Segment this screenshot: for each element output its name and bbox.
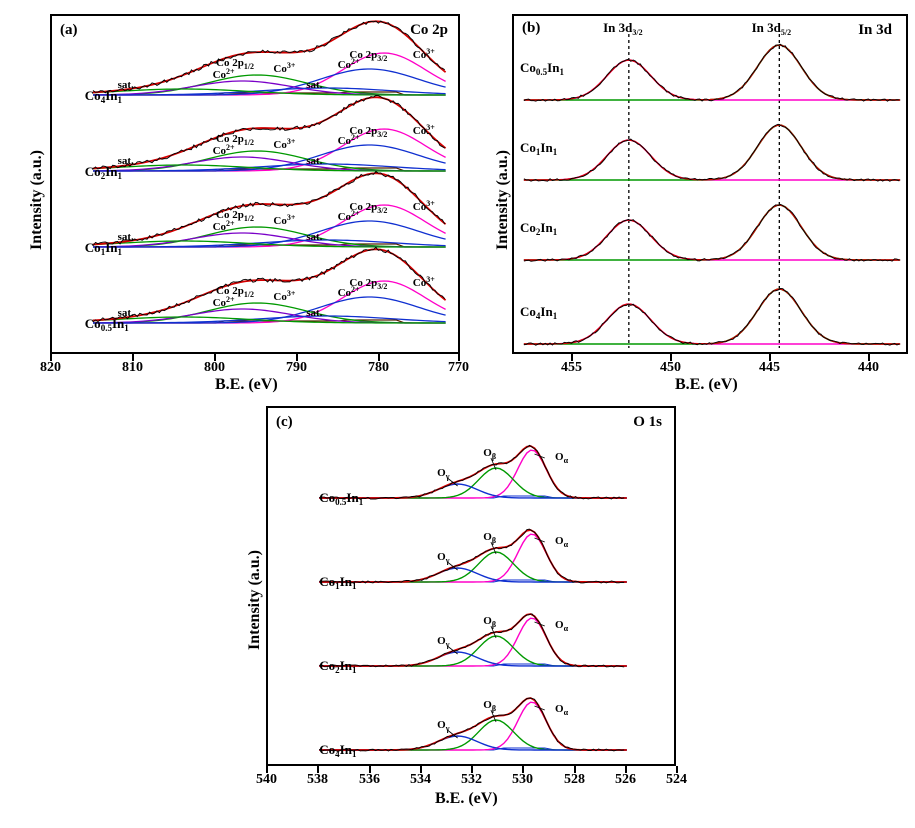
svg-text:Co2+: Co2+ [213,143,235,157]
svg-text:Co2+: Co2+ [338,285,360,299]
svg-text:Co2+: Co2+ [338,133,360,147]
svg-text:Co1In1: Co1In1 [520,140,558,157]
svg-text:Co4In1: Co4In1 [85,88,123,105]
svg-text:Co2+: Co2+ [213,295,235,309]
panel-c-ytitle: Intensity (a.u.) [246,550,264,650]
svg-text:Oβ: Oβ [483,615,496,629]
svg-text:sat.: sat. [306,155,322,167]
svg-text:Oα: Oα [555,619,569,633]
panel-a-xtitle: B.E. (eV) [215,376,278,394]
svg-text:Oγ: Oγ [437,635,450,649]
svg-text:In 3d5/2: In 3d5/2 [752,20,792,37]
svg-text:sat.: sat. [118,79,134,91]
svg-text:Co2+: Co2+ [213,219,235,233]
svg-text:Co2+: Co2+ [213,67,235,81]
svg-text:Oα: Oα [555,703,569,717]
svg-text:Co4In1: Co4In1 [520,304,558,321]
svg-text:sat.: sat. [306,231,322,243]
svg-text:Co2In1: Co2In1 [319,658,357,675]
svg-text:sat.: sat. [118,231,134,243]
panel-c: (c) O 1s OγOβOαCo0.5In1OγOβOαCo1In1OγOβO… [266,406,676,766]
svg-text:Oβ: Oβ [483,531,496,545]
svg-text:Oβ: Oβ [483,447,496,461]
svg-text:Co2In1: Co2In1 [520,220,558,237]
panel-a-svg: sat.Co 2p1/2Co2+Co3+sat.Co 2p3/2Co2+Co3+… [52,16,462,356]
panel-b-ytitle: Intensity (a.u.) [494,150,512,250]
svg-text:Co3+: Co3+ [273,137,295,151]
svg-text:Co0.5In1: Co0.5In1 [520,60,564,77]
svg-text:Oγ: Oγ [437,467,450,481]
panel-b: (b) In 3d In 3d3/2In 3d5/2Co0.5In1Co1In1… [512,14,908,354]
svg-text:Co2+: Co2+ [338,209,360,223]
panel-a: (a) Co 2p sat.Co 2p1/2Co2+Co3+sat.Co 2p3… [50,14,460,354]
panel-c-xtitle: B.E. (eV) [435,790,498,808]
svg-text:Oγ: Oγ [437,719,450,733]
xps-figure: (a) Co 2p sat.Co 2p1/2Co2+Co3+sat.Co 2p3… [0,0,915,828]
panel-a-ytitle: Intensity (a.u.) [28,150,46,250]
svg-text:Co2+: Co2+ [338,57,360,71]
svg-text:Oα: Oα [555,535,569,549]
svg-text:Co4In1: Co4In1 [319,742,357,759]
svg-text:Oγ: Oγ [437,551,450,565]
svg-text:sat.: sat. [306,79,322,91]
panel-b-svg: In 3d3/2 In 3d5/2 Co0.5In1 Co1In1 Co2In1 Co4I… [514,16,910,356]
svg-text:Co1In1: Co1In1 [319,574,357,591]
panel-c-svg: Oγ Oβ Oα Co0.5In1 Oγ Oβ Oα Co1In1 Oγ Oβ Oα Co2In1 Oγ… [268,408,678,768]
svg-text:Co3+: Co3+ [273,213,295,227]
panel-b-xtitle: B.E. (eV) [675,376,738,394]
svg-text:Co0.5In1: Co0.5In1 [319,490,363,507]
svg-text:sat.: sat. [118,155,134,167]
svg-text:Co3+: Co3+ [273,289,295,303]
svg-text:Oα: Oα [555,451,569,465]
svg-text:In 3d3/2: In 3d3/2 [603,20,643,37]
svg-text:Co3+: Co3+ [273,61,295,75]
svg-text:sat.: sat. [306,307,322,319]
svg-text:Oβ: Oβ [483,699,496,713]
